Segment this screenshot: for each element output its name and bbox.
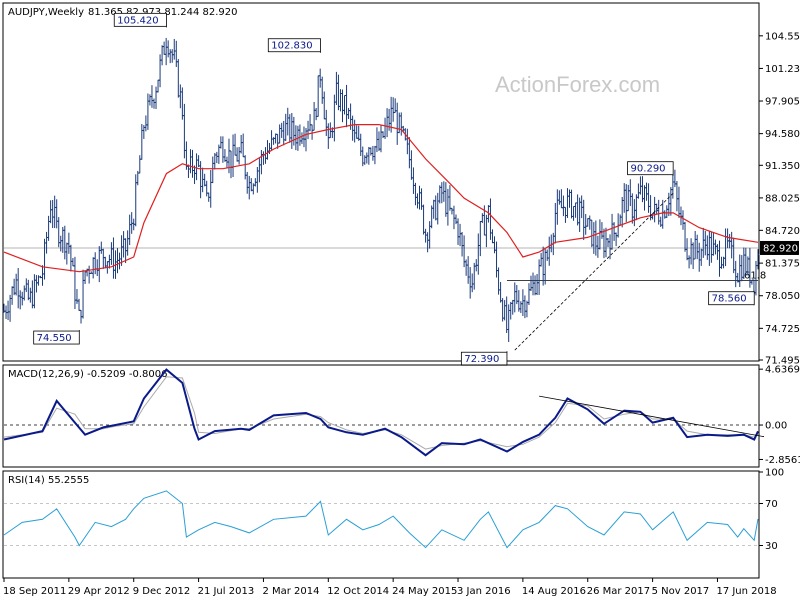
price-annotation: 102.830 — [267, 38, 321, 53]
annotation-label: 72.390 — [464, 354, 499, 365]
rsi-panel-frame — [2, 470, 760, 579]
annotation-label: 74.550 — [37, 333, 72, 344]
price-tick-label: 78.050 — [765, 291, 800, 302]
price-reference-lines: 61.8 — [4, 247, 766, 282]
annotation-label: 102.830 — [271, 41, 312, 52]
macd-axis: 4.6369 0.00 -2.8561 — [4, 365, 800, 466]
rsi-title: RSI(14) 55.2555 — [8, 475, 89, 486]
price-tick-label: 88.025 — [765, 193, 800, 204]
rsi-lines — [3, 490, 759, 549]
current-price-label: 82.920 — [763, 243, 798, 254]
price-annotation: 74.550 — [33, 330, 80, 345]
annotation-label: 90.290 — [631, 164, 666, 175]
fib-label: 61.8 — [744, 271, 766, 282]
annotation-box — [267, 38, 321, 53]
macd-tick-label: -2.8561 — [765, 455, 800, 466]
price-annotations: 105.420 102.830 74.550 72.390 90.290 78.560 — [33, 12, 755, 366]
macd-signal-line — [3, 376, 759, 450]
price-tick-label: 91.350 — [765, 161, 800, 172]
macd-tick-label: 0.00 — [765, 421, 787, 432]
price-tick-label: 74.725 — [765, 324, 800, 335]
x-tick-label: 3 Jan 2016 — [457, 586, 511, 597]
x-tick-label: 9 Dec 2012 — [133, 586, 191, 597]
price-bars — [2, 37, 760, 343]
price-tick-label: 71.495 — [765, 356, 800, 367]
ohlc-readout: 81.365 82.973 81.244 82.920 — [88, 7, 238, 18]
current-price-box — [760, 240, 799, 255]
rsi-tick-label: 70 — [765, 499, 778, 510]
annotation-box — [627, 161, 674, 176]
macd-line — [3, 368, 759, 457]
x-tick-label: 21 Jul 2013 — [198, 586, 255, 597]
rsi-line — [3, 490, 759, 549]
x-tick-label: 18 Sep 2011 — [3, 586, 66, 597]
moving-average — [3, 124, 759, 273]
price-tick-label: 104.555 — [765, 31, 800, 42]
x-tick-label: 12 Oct 2014 — [327, 586, 389, 597]
macd-lines — [3, 368, 765, 457]
annotation-box — [33, 330, 80, 345]
macd-tick-label: 4.6369 — [765, 365, 800, 376]
x-tick-label: 17 Jun 2018 — [716, 586, 776, 597]
x-tick-label: 14 Aug 2016 — [522, 586, 586, 597]
rsi-panel: RSI(14) 55.2555 100 70 30 — [2, 468, 784, 579]
price-tick-label: 94.580 — [765, 129, 800, 140]
watermark: ActionForex.com — [495, 72, 660, 97]
macd-title: MACD(12,26,9) -0.5209 -0.8006 — [8, 369, 168, 380]
price-annotation: 90.290 — [627, 161, 674, 176]
rsi-tick-label: 30 — [765, 541, 778, 552]
annotation-box — [113, 12, 167, 27]
price-annotation: 105.420 — [113, 12, 167, 28]
price-panel-frame — [2, 2, 760, 362]
current-price-marker: 82.920 — [760, 240, 799, 255]
x-tick-label: 5 Nov 2017 — [652, 586, 710, 597]
macd-panel: MACD(12,26,9) -0.5209 -0.8006 4.6369 0.00… — [2, 364, 800, 468]
chart-title: AUDJPY,Weekly — [8, 7, 84, 18]
rsi-axis: 100 70 30 — [4, 468, 784, 552]
x-axis: 18 Sep 2011 29 Apr 2012 9 Dec 2012 21 Jul 2… — [3, 578, 777, 597]
macd-panel-frame — [2, 364, 760, 468]
price-panel: AUDJPY,Weekly 81.365 82.973 81.244 82.92… — [2, 2, 800, 367]
annotation-label: 105.420 — [117, 15, 158, 26]
dashed-trendline — [514, 192, 674, 351]
macd-trendline — [539, 395, 765, 438]
annotation-box — [708, 291, 755, 306]
x-tick-label: 2 Mar 2014 — [262, 586, 319, 597]
rsi-tick-label: 100 — [765, 468, 784, 479]
x-tick-label: 26 Mar 2017 — [587, 586, 650, 597]
moving-average-line — [3, 124, 759, 273]
price-tick-label: 97.905 — [765, 97, 800, 108]
annotation-label: 78.560 — [712, 294, 747, 305]
x-tick-label: 24 May 2015 — [392, 586, 457, 597]
price-annotation: 78.560 — [708, 290, 755, 306]
price-tick-label: 101.230 — [765, 64, 800, 75]
x-tick-label: 29 Apr 2012 — [68, 586, 130, 597]
price-trendline — [514, 192, 674, 351]
price-axis: 104.555 101.230 97.905 94.580 91.350 88.025 84… — [759, 31, 800, 367]
price-tick-label: 81.375 — [765, 259, 800, 270]
price-bar — [756, 249, 760, 270]
price-annotation: 72.390 — [460, 351, 508, 366]
price-tick-label: 84.720 — [765, 226, 800, 237]
